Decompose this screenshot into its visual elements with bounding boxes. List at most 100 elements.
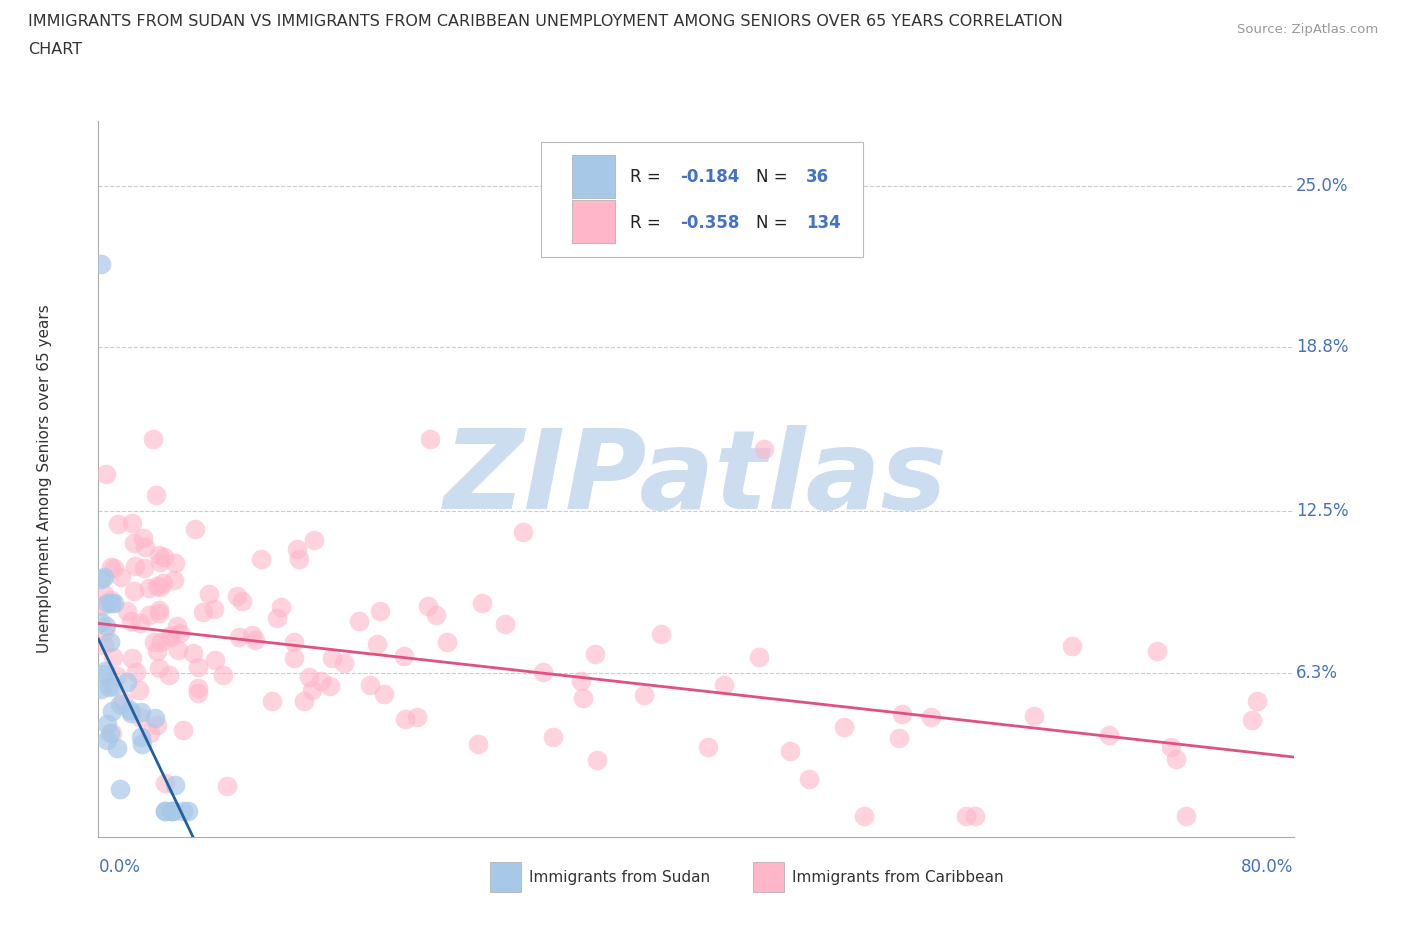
Point xyxy=(103,649,125,664)
Point xyxy=(94,623,117,638)
Point xyxy=(149,634,172,649)
Point xyxy=(94,618,117,633)
Point xyxy=(262,694,284,709)
Text: Immigrants from Caribbean: Immigrants from Caribbean xyxy=(792,870,1004,884)
Text: R =: R = xyxy=(630,214,666,232)
Point xyxy=(90,682,112,697)
Point xyxy=(129,705,152,720)
Point xyxy=(1246,694,1268,709)
FancyBboxPatch shape xyxy=(572,155,614,197)
Point xyxy=(110,569,132,584)
Point xyxy=(318,679,340,694)
Point xyxy=(138,607,160,622)
Point xyxy=(124,584,146,599)
Point xyxy=(889,731,911,746)
Point xyxy=(153,550,176,565)
Point xyxy=(311,673,333,688)
Text: -0.184: -0.184 xyxy=(681,167,740,186)
Point xyxy=(146,718,169,733)
Point xyxy=(121,515,143,530)
Text: 134: 134 xyxy=(806,214,841,232)
Point xyxy=(101,703,124,718)
Point xyxy=(121,650,143,665)
Point xyxy=(569,673,592,688)
Point xyxy=(163,572,186,587)
Point xyxy=(142,634,165,649)
Point xyxy=(134,561,156,576)
Point xyxy=(541,729,564,744)
Point xyxy=(145,711,167,725)
Point xyxy=(146,578,169,593)
Point xyxy=(1146,644,1168,658)
Point xyxy=(347,613,370,628)
Point xyxy=(531,665,554,680)
Point xyxy=(359,678,381,693)
Point xyxy=(301,683,323,698)
Point xyxy=(120,706,142,721)
Point xyxy=(118,703,141,718)
Point xyxy=(96,595,118,610)
Point xyxy=(131,737,153,751)
Point xyxy=(103,561,125,576)
Point xyxy=(288,551,311,566)
Point xyxy=(138,580,160,595)
Point xyxy=(333,656,356,671)
Point xyxy=(748,650,770,665)
Point xyxy=(853,809,876,824)
Point xyxy=(172,723,194,737)
Point xyxy=(134,540,156,555)
FancyBboxPatch shape xyxy=(754,862,785,892)
Point xyxy=(124,665,146,680)
Point xyxy=(1240,712,1263,727)
Text: R =: R = xyxy=(630,167,666,186)
Point xyxy=(797,771,820,786)
Point xyxy=(217,778,239,793)
Point xyxy=(160,630,183,644)
Point xyxy=(139,726,162,741)
Point xyxy=(93,587,115,602)
Point xyxy=(131,530,153,545)
Point xyxy=(129,730,152,745)
Point xyxy=(148,603,170,618)
Point xyxy=(512,525,534,539)
Point xyxy=(146,644,169,658)
Point xyxy=(177,804,200,818)
Point xyxy=(128,710,150,724)
Point xyxy=(1098,728,1121,743)
Point xyxy=(94,663,117,678)
Point xyxy=(1060,639,1083,654)
Point xyxy=(107,516,129,531)
Point xyxy=(298,670,321,684)
Point xyxy=(110,697,132,711)
Point xyxy=(101,679,124,694)
Point xyxy=(373,687,395,702)
Point xyxy=(713,678,735,693)
Point xyxy=(100,560,122,575)
Point xyxy=(148,661,170,676)
Point xyxy=(832,719,855,734)
Point xyxy=(285,541,308,556)
Point xyxy=(1160,740,1182,755)
Point xyxy=(583,646,606,661)
Point xyxy=(211,668,233,683)
Point xyxy=(93,667,115,682)
Text: IMMIGRANTS FROM SUDAN VS IMMIGRANTS FROM CARIBBEAN UNEMPLOYMENT AMONG SENIORS OV: IMMIGRANTS FROM SUDAN VS IMMIGRANTS FROM… xyxy=(28,14,1063,29)
Point xyxy=(148,606,170,621)
Point xyxy=(145,487,167,502)
Point xyxy=(98,679,121,694)
Point xyxy=(963,809,986,824)
Point xyxy=(166,618,188,633)
Text: 6.3%: 6.3% xyxy=(1296,664,1339,682)
Point xyxy=(115,674,138,689)
Point xyxy=(283,650,305,665)
Text: 25.0%: 25.0% xyxy=(1296,177,1348,195)
Point xyxy=(204,652,226,667)
Point xyxy=(160,804,183,818)
Point xyxy=(270,600,292,615)
Point xyxy=(142,432,165,446)
Point xyxy=(169,626,191,641)
Point xyxy=(425,608,447,623)
Point xyxy=(172,804,194,818)
Point xyxy=(149,554,172,569)
Point xyxy=(187,685,209,700)
